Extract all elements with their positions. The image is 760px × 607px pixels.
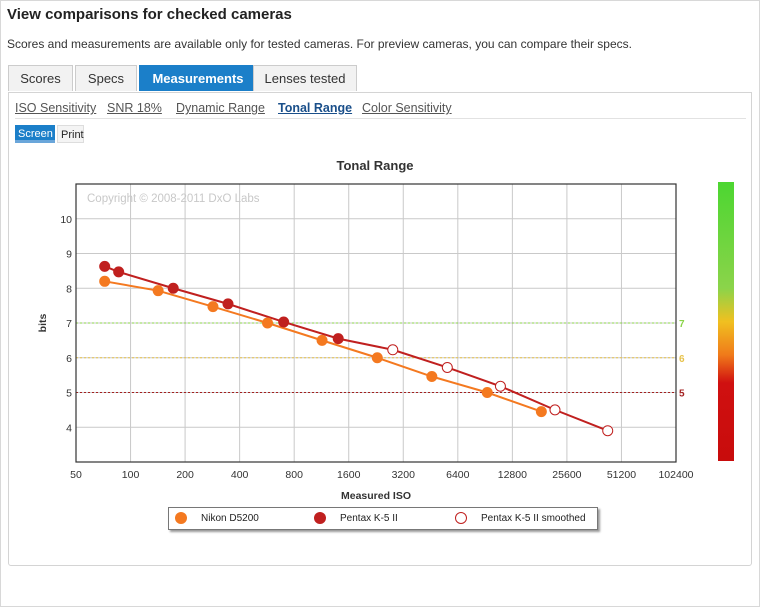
reference-label: 5 bbox=[679, 389, 685, 400]
x-tick-label: 800 bbox=[285, 469, 303, 481]
x-tick-label: 51200 bbox=[607, 469, 636, 481]
legend-label-nikon: Nikon D5200 bbox=[201, 513, 259, 524]
y-tick-label: 9 bbox=[66, 249, 72, 261]
reference-label: 6 bbox=[679, 354, 685, 365]
data-point-nikon bbox=[316, 334, 328, 346]
legend-marker-pentax bbox=[314, 512, 326, 524]
x-tick-label: 102400 bbox=[658, 469, 693, 481]
data-point-nikon bbox=[262, 317, 274, 329]
chart-legend: Nikon D5200 Pentax K-5 II Pentax K-5 II … bbox=[168, 507, 598, 530]
data-point-pentax bbox=[222, 298, 234, 310]
print-view-button[interactable]: Print bbox=[57, 125, 84, 143]
y-tick-label: 5 bbox=[66, 388, 72, 400]
data-point-nikon bbox=[99, 275, 111, 287]
chart-watermark: Copyright © 2008-2011 DxO Labs bbox=[87, 193, 260, 205]
legend-marker-nikon bbox=[175, 512, 187, 524]
data-point-nikon bbox=[152, 285, 164, 297]
data-point-pentax-smoothed bbox=[602, 425, 614, 437]
x-tick-label: 100 bbox=[122, 469, 140, 481]
tab-measurements[interactable]: Measurements bbox=[139, 65, 257, 91]
x-axis-label: Measured ISO bbox=[341, 490, 411, 502]
data-point-nikon bbox=[371, 352, 383, 364]
chart-title: Tonal Range bbox=[336, 158, 413, 173]
y-tick-label: 4 bbox=[66, 422, 72, 434]
tab-scores[interactable]: Scores bbox=[8, 65, 73, 91]
y-tick-label: 7 bbox=[66, 318, 72, 330]
legend-label-pentax: Pentax K-5 II bbox=[340, 513, 398, 524]
legend-marker-pentax-smoothed bbox=[455, 512, 467, 524]
data-point-pentax-smoothed bbox=[441, 361, 453, 373]
data-point-nikon bbox=[535, 406, 547, 418]
page-title: View comparisons for checked cameras bbox=[7, 6, 292, 23]
data-point-pentax bbox=[278, 316, 290, 328]
x-tick-label: 25600 bbox=[552, 469, 581, 481]
legend-label-pentax-smoothed: Pentax K-5 II smoothed bbox=[481, 513, 586, 524]
data-point-nikon bbox=[426, 371, 438, 383]
tab-specs[interactable]: Specs bbox=[75, 65, 137, 91]
page-subtitle: Scores and measurements are available on… bbox=[7, 37, 632, 51]
data-point-pentax-smoothed bbox=[494, 380, 506, 392]
y-tick-label: 10 bbox=[60, 214, 72, 226]
x-tick-label: 400 bbox=[231, 469, 249, 481]
plot-border bbox=[75, 183, 677, 463]
subtab-tonal-range[interactable]: Tonal Range bbox=[278, 101, 353, 115]
x-tick-label: 1600 bbox=[337, 469, 361, 481]
subtab-iso-sensitivity[interactable]: ISO Sensitivity bbox=[15, 101, 97, 115]
x-tick-label: 50 bbox=[70, 469, 82, 481]
subnav-divider bbox=[15, 118, 746, 119]
y-axis-label: bits bbox=[37, 314, 49, 333]
tab-lenses-tested[interactable]: Lenses tested bbox=[253, 65, 357, 91]
y-tick-label: 6 bbox=[66, 353, 72, 365]
screen-view-button[interactable]: Screen bbox=[15, 125, 55, 143]
data-point-nikon bbox=[207, 301, 219, 313]
x-tick-label: 3200 bbox=[392, 469, 416, 481]
data-point-pentax bbox=[332, 333, 344, 345]
subtab-dynamic-range[interactable]: Dynamic Range bbox=[176, 101, 265, 115]
data-point-pentax-smoothed bbox=[549, 404, 561, 416]
data-point-pentax bbox=[99, 260, 111, 272]
y-tick-label: 8 bbox=[66, 283, 72, 295]
reference-label: 7 bbox=[679, 319, 685, 330]
data-point-pentax bbox=[167, 282, 179, 294]
color-scale-bar bbox=[718, 182, 734, 461]
subtab-snr-18[interactable]: SNR 18% bbox=[107, 101, 162, 115]
data-point-pentax-smoothed bbox=[387, 344, 399, 356]
subtab-color-sensitivity[interactable]: Color Sensitivity bbox=[362, 101, 452, 115]
x-tick-label: 12800 bbox=[498, 469, 527, 481]
x-tick-label: 6400 bbox=[446, 469, 470, 481]
x-tick-label: 200 bbox=[176, 469, 194, 481]
data-point-pentax bbox=[113, 266, 125, 278]
data-point-nikon bbox=[481, 387, 493, 398]
